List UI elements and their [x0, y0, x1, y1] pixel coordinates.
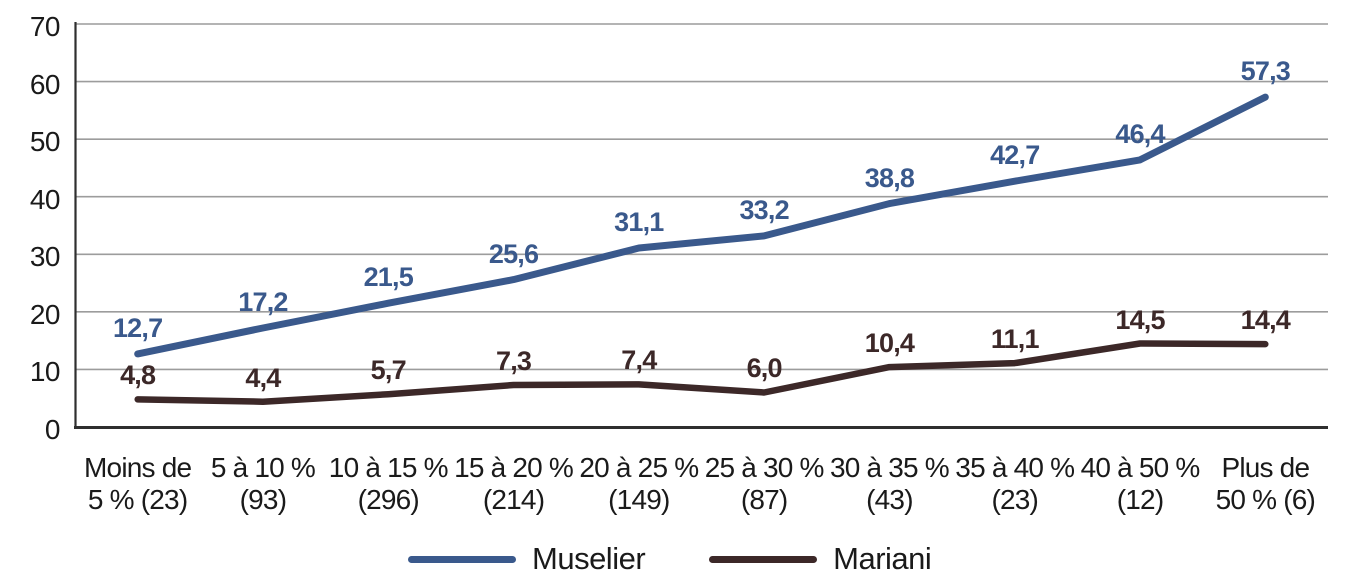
x-category-label-7-line-2: (23): [991, 484, 1039, 515]
data-label-muselier-0: 12,7: [112, 312, 163, 343]
x-category-label-0: Moins de 5 % (23): [72, 452, 204, 516]
x-category-label-4-line-2: (149): [608, 484, 670, 515]
data-label-muselier-6: 38,8: [864, 162, 915, 193]
data-label-mariani-4: 7,4: [621, 345, 657, 376]
x-category-label-3-line-2: (214): [482, 484, 545, 515]
data-label-muselier-9: 57,3: [1240, 56, 1291, 87]
data-label-mariani-2: 5,7: [370, 355, 407, 386]
x-category-label-1: 5 à 10 % (93): [197, 452, 329, 516]
data-label-muselier-7: 42,7: [990, 140, 1040, 171]
legend-item-muselier: Muselier: [408, 541, 646, 577]
data-label-mariani-7: 11,1: [990, 324, 1040, 355]
x-category-label-5-line-2: (87): [740, 484, 788, 515]
data-label-mariani-6: 10,4: [864, 328, 915, 359]
x-category-label-8-line-1: 40 à 50 %: [1080, 452, 1201, 483]
x-category-label-0-line-1: Moins de: [84, 452, 192, 483]
data-label-muselier-1: 17,2: [238, 286, 288, 317]
data-label-mariani-1: 4,4: [245, 362, 281, 393]
data-label-muselier-5: 33,2: [739, 194, 789, 225]
x-category-label-6-line-1: 30 à 35 %: [829, 452, 950, 483]
y-tick-label-70: 70: [29, 11, 61, 42]
x-category-label-0-line-2: 5 % (23): [87, 484, 188, 515]
data-label-mariani-0: 4,8: [120, 360, 156, 391]
legend-label-muselier: Muselier: [532, 541, 646, 576]
x-category-label-2: 10 à 15 % (296): [322, 452, 454, 516]
x-category-label-5: 25 à 30 % (87): [698, 452, 830, 516]
x-category-label-1-line-1: 5 à 10 %: [210, 452, 316, 483]
data-label-muselier-8: 46,4: [1115, 118, 1165, 149]
x-category-label-3: 15 à 20 % (214): [448, 452, 580, 516]
x-category-label-3-line-1: 15 à 20 %: [454, 452, 574, 483]
data-label-muselier-3: 25,6: [488, 238, 539, 269]
x-category-label-7-line-1: 35 à 40 %: [955, 452, 1075, 483]
data-label-mariani-3: 7,3: [495, 345, 532, 376]
x-category-label-4-line-1: 20 à 25 %: [579, 452, 699, 483]
x-category-label-6-line-2: (43): [866, 484, 913, 515]
data-label-muselier-2: 21,5: [363, 262, 414, 293]
y-tick-label-10: 10: [29, 356, 61, 388]
x-category-label-1-line-2: (93): [239, 484, 287, 515]
x-category-label-5-line-1: 25 à 30 %: [704, 452, 825, 483]
series-line-mariani: [134, 340, 1269, 405]
x-category-label-2-line-2: (296): [357, 484, 420, 515]
x-category-label-9-line-1: Plus de: [1221, 452, 1310, 483]
y-tick-label-50: 50: [29, 126, 61, 158]
y-tick-label-0: 0: [44, 414, 61, 445]
x-category-label-7: 35 à 40 % (23): [949, 452, 1081, 516]
legend-line-muselier-icon: [408, 555, 516, 563]
x-category-label-8-line-2: (12): [1116, 484, 1164, 515]
y-tick-label-20: 20: [29, 298, 61, 330]
x-category-label-9-line-2: 50 % (6): [1215, 484, 1316, 515]
legend-item-mariani: Mariani: [709, 541, 932, 577]
legend-label-mariani: Mariani: [833, 541, 932, 576]
data-label-muselier-4: 31,1: [614, 206, 664, 237]
x-category-label-9: Plus de 50 % (6): [1199, 452, 1331, 516]
x-category-label-6: 30 à 35 % (43): [823, 452, 955, 516]
series-line-muselier: [134, 93, 1269, 358]
data-label-mariani-5: 6,0: [746, 353, 783, 384]
legend-line-mariani-icon: [709, 555, 818, 563]
x-category-label-4: 20 à 25 % (149): [573, 452, 705, 516]
y-tick-label-60: 60: [29, 68, 61, 100]
y-tick-label-40: 40: [29, 183, 61, 215]
chart-legend: Muselier Mariani: [408, 538, 932, 580]
data-label-mariani-8: 14,5: [1115, 304, 1165, 335]
x-category-label-2-line-1: 10 à 15 %: [328, 452, 449, 483]
x-category-label-8: 40 à 50 % (12): [1074, 452, 1206, 516]
data-label-mariani-9: 14,4: [1240, 305, 1291, 336]
y-tick-label-30: 30: [29, 241, 61, 273]
